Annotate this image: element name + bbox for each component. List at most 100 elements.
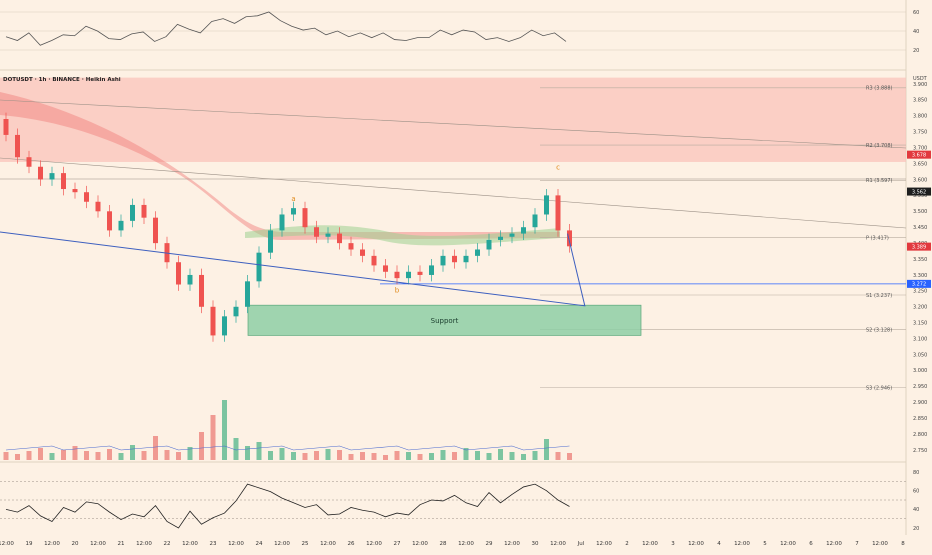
price-tick-label: 2.750 — [913, 448, 927, 454]
volume-bar — [38, 448, 43, 460]
time-tick-label: 12:00 — [90, 541, 106, 547]
volume-bar — [164, 450, 170, 460]
volume-bar — [452, 452, 457, 460]
price-tick-label: 3.650 — [913, 161, 927, 167]
ema-cloud — [245, 225, 560, 246]
volume-bar — [383, 455, 388, 460]
pivot-label-p: P (3.417) — [866, 236, 889, 242]
pivot-label-s1: S1 (3.237) — [866, 293, 892, 299]
time-tick-label: 12:00 — [642, 541, 658, 547]
price-tick-label: 3.350 — [913, 257, 927, 263]
price-badge-label: 3.389 — [912, 244, 926, 250]
pivot-label-r1: R1 (3.597) — [866, 178, 893, 184]
volume-bar — [15, 454, 20, 460]
currency-label: USDT — [913, 76, 928, 82]
candle-body — [406, 271, 411, 279]
pivot-label-s3: S3 (2.946) — [866, 385, 892, 391]
price-badge-label: 3.272 — [912, 282, 926, 288]
time-tick-label: 12:00 — [458, 541, 474, 547]
volume-bar — [348, 454, 354, 460]
pivot-label-r2: R2 (3.708) — [866, 143, 893, 149]
time-tick-label: 12:00 — [274, 541, 290, 547]
volume-bar — [279, 448, 285, 460]
candle-body — [302, 208, 308, 228]
price-tick-label: 3.550 — [913, 193, 927, 199]
time-tick-label: 8 — [901, 541, 905, 547]
volume-bar — [498, 449, 503, 460]
price-tick-label: 3.500 — [913, 209, 927, 215]
candle-body — [187, 274, 193, 285]
candle-body — [95, 201, 101, 212]
price-tick-label: 3.750 — [913, 130, 927, 136]
volume-bar — [302, 453, 308, 460]
volume-bar — [475, 451, 480, 460]
time-tick-label: Jul — [577, 541, 585, 547]
price-tick-label: 3.700 — [913, 145, 927, 151]
chart-title: DOTUSDT · 1h · BINANCE · Heikin Ashi — [3, 77, 121, 83]
time-tick-label: 12:00 — [734, 541, 750, 547]
projection-path — [0, 231, 586, 307]
time-tick-label: 30 — [532, 541, 539, 547]
time-tick-label: 12:00 — [182, 541, 198, 547]
price-tick-label: 3.900 — [913, 82, 927, 88]
rsi-tick-label: 80 — [913, 470, 919, 476]
time-tick-label: 3 — [671, 541, 675, 547]
volume-bar — [394, 451, 400, 460]
candle-body — [141, 204, 147, 218]
time-tick-label: 12:00 — [320, 541, 336, 547]
volume-bar — [406, 452, 411, 460]
volume-ma-line — [5, 445, 570, 451]
time-tick-label: 12:00 — [826, 541, 842, 547]
time-tick-label: 25 — [302, 541, 309, 547]
candle-body — [463, 255, 469, 263]
time-tick-label: 27 — [394, 541, 401, 547]
top-osc-tick-label: 40 — [913, 29, 919, 35]
volume-bar — [532, 451, 538, 460]
candle-body — [130, 204, 135, 221]
support-zone-label: Support — [431, 317, 459, 325]
price-tick-label: 2.800 — [913, 432, 927, 438]
volume-bar — [245, 446, 250, 460]
candle-body — [245, 281, 250, 307]
candle-body — [61, 173, 66, 190]
candle-body — [84, 192, 89, 202]
volume-bar — [544, 439, 549, 460]
price-tick-label: 2.900 — [913, 400, 927, 406]
volume-bar — [210, 415, 216, 460]
volume-bar — [486, 453, 492, 460]
volume-bar — [187, 447, 193, 460]
price-badge — [907, 187, 931, 196]
time-tick-label: 4 — [717, 541, 721, 547]
candle-body — [314, 227, 319, 237]
price-badge — [907, 242, 931, 251]
candle-body — [291, 208, 296, 215]
time-tick-label: 12:00 — [412, 541, 428, 547]
candle-body — [567, 230, 572, 247]
time-tick-label: 2 — [625, 541, 629, 547]
candle-body — [268, 230, 273, 253]
wave-label-a: a — [291, 195, 295, 203]
time-tick-label: 5 — [763, 541, 767, 547]
time-tick-label: 28 — [440, 541, 447, 547]
price-tick-label: 3.100 — [913, 336, 927, 342]
price-tick-label: 3.450 — [913, 225, 927, 231]
volume-bar — [222, 400, 227, 460]
time-tick-label: 12:00 — [0, 541, 14, 547]
volume-bar — [521, 454, 526, 460]
volume-bar — [72, 446, 78, 460]
time-tick-label: 23 — [210, 541, 217, 547]
volume-bar — [26, 451, 32, 460]
price-tick-label: 3.150 — [913, 320, 927, 326]
candle-body — [222, 316, 227, 336]
candle-body — [337, 233, 342, 244]
candle-body — [49, 173, 55, 180]
volume-bar — [199, 432, 204, 460]
candle-body — [107, 211, 112, 231]
candle-body — [417, 271, 423, 275]
price-badge-label: 3.562 — [912, 189, 926, 195]
pivot-label-s2: S2 (3.128) — [866, 327, 892, 333]
time-tick-label: 12:00 — [688, 541, 704, 547]
volume-bar — [233, 438, 239, 460]
candle-body — [233, 306, 239, 317]
